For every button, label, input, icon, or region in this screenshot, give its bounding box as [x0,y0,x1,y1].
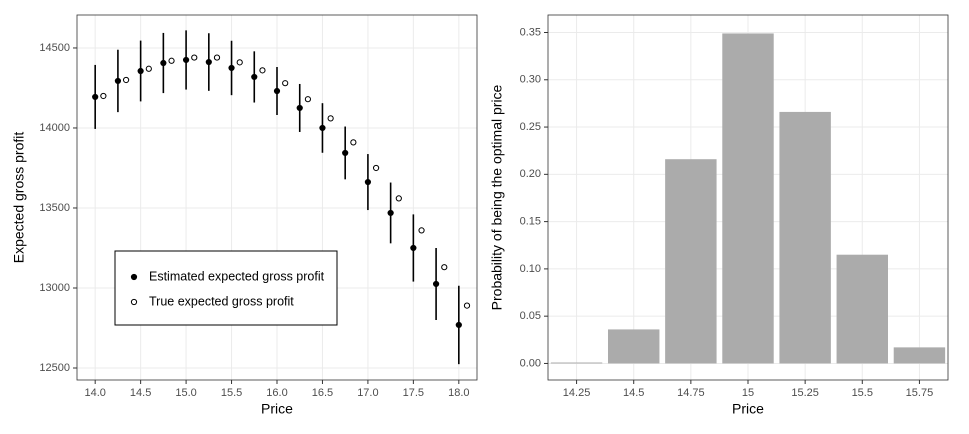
point [160,59,167,67]
y-tick-label: 0.20 [520,168,541,180]
point [342,149,349,157]
y-tick-label: 0.15 [520,216,541,228]
legend-label: True expected gross profit [149,294,294,308]
x-tick-label: 15 [742,387,754,399]
point [191,54,198,61]
point [304,96,312,103]
point [122,76,130,84]
point [273,87,281,95]
point [319,124,326,132]
x-tick-label: 15.0 [175,387,196,399]
point [92,93,99,101]
point [441,264,448,271]
x-tick-label: 14.25 [563,387,591,399]
x-tick-label: 14.5 [130,387,151,399]
x-tick-label: 16.0 [266,387,287,399]
y-tick-label: 0.25 [520,121,541,133]
x-tick-label: 14.0 [84,387,105,399]
x-tick-label: 17.0 [357,387,378,399]
y-tick-label: 14500 [39,42,70,54]
y-axis-title: Probability of being the optimal price [489,84,505,310]
point [205,58,212,66]
point [282,80,289,87]
point [463,302,471,309]
point [137,67,144,75]
x-tick-label: 14.5 [623,387,644,399]
point [145,65,152,72]
bar [608,329,660,364]
x-tick-label: 15.5 [221,387,242,399]
point [410,244,417,252]
x-tick-label: 18.0 [448,387,469,399]
point [350,139,357,146]
bar [893,347,946,364]
panel-border [76,14,478,381]
point [259,67,266,74]
bar [722,33,774,364]
point [168,57,175,64]
y-tick-label: 0.05 [520,310,541,322]
y-tick-label: 0.00 [520,357,541,369]
legend-box [114,250,338,326]
panel-border [547,14,949,381]
bar [665,159,717,364]
point [213,54,221,61]
point [100,92,107,100]
x-tick-label: 15.5 [852,387,873,399]
point [455,321,462,329]
y-tick-label: 13000 [39,282,70,294]
bar [836,254,888,364]
point [296,104,303,112]
x-tick-label: 14.75 [677,387,705,399]
y-axis-title: Expected gross profit [11,132,27,264]
point [418,227,425,234]
point [395,195,402,202]
point [327,115,334,122]
point [114,77,122,85]
point [236,59,243,66]
bar [779,111,831,364]
legend-marker [130,298,138,306]
legend-marker [130,273,138,281]
point [387,209,394,217]
y-tick-label: 12500 [39,362,70,374]
y-tick-label: 13500 [39,202,70,214]
y-tick-label: 0.35 [520,26,541,38]
x-tick-label: 15.75 [906,387,934,399]
point [432,280,440,288]
x-axis-title: Price [261,401,293,417]
x-tick-label: 17.5 [403,387,424,399]
bar [550,362,603,364]
point [372,164,380,172]
x-axis-title: Price [732,401,764,417]
y-tick-label: 0.30 [520,74,541,86]
point [251,73,258,81]
x-tick-label: 15.25 [791,387,819,399]
point [228,64,235,72]
y-tick-label: 14000 [39,122,70,134]
y-tick-label: 0.10 [520,263,541,275]
x-tick-label: 16.5 [312,387,333,399]
point [182,56,190,64]
legend-label: Estimated expected gross profit [149,269,325,283]
point [364,178,372,186]
